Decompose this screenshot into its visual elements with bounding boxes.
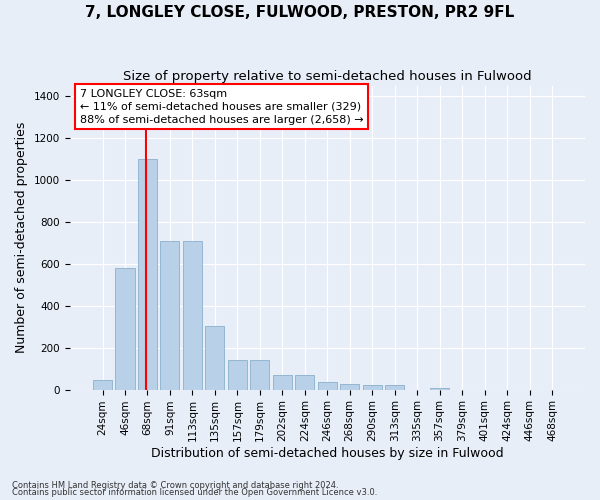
Bar (160, 240, 179, 390)
Bar (340, 384, 359, 390)
X-axis label: Distribution of semi-detached houses by size in Fulwood: Distribution of semi-detached houses by … (151, 447, 503, 460)
Title: Size of property relative to semi-detached houses in Fulwood: Size of property relative to semi-detach… (123, 70, 532, 83)
Bar (205, 326, 224, 390)
Y-axis label: Number of semi-detached properties: Number of semi-detached properties (15, 122, 28, 354)
Text: 7, LONGLEY CLOSE, FULWOOD, PRESTON, PR2 9FL: 7, LONGLEY CLOSE, FULWOOD, PRESTON, PR2 … (85, 5, 515, 20)
Bar (385, 386, 404, 390)
Bar (138, 159, 157, 390)
Text: Contains public sector information licensed under the Open Government Licence v3: Contains public sector information licen… (12, 488, 377, 497)
Text: Contains HM Land Registry data © Crown copyright and database right 2024.: Contains HM Land Registry data © Crown c… (12, 480, 338, 490)
Bar (250, 360, 269, 390)
Bar (273, 375, 292, 390)
Bar (93, 380, 112, 390)
Bar (115, 268, 134, 390)
Bar (295, 375, 314, 390)
Bar (362, 386, 382, 390)
Bar (430, 388, 449, 390)
Text: 7 LONGLEY CLOSE: 63sqm
← 11% of semi-detached houses are smaller (329)
88% of se: 7 LONGLEY CLOSE: 63sqm ← 11% of semi-det… (80, 88, 364, 125)
Bar (183, 240, 202, 390)
Bar (318, 382, 337, 390)
Bar (228, 360, 247, 390)
